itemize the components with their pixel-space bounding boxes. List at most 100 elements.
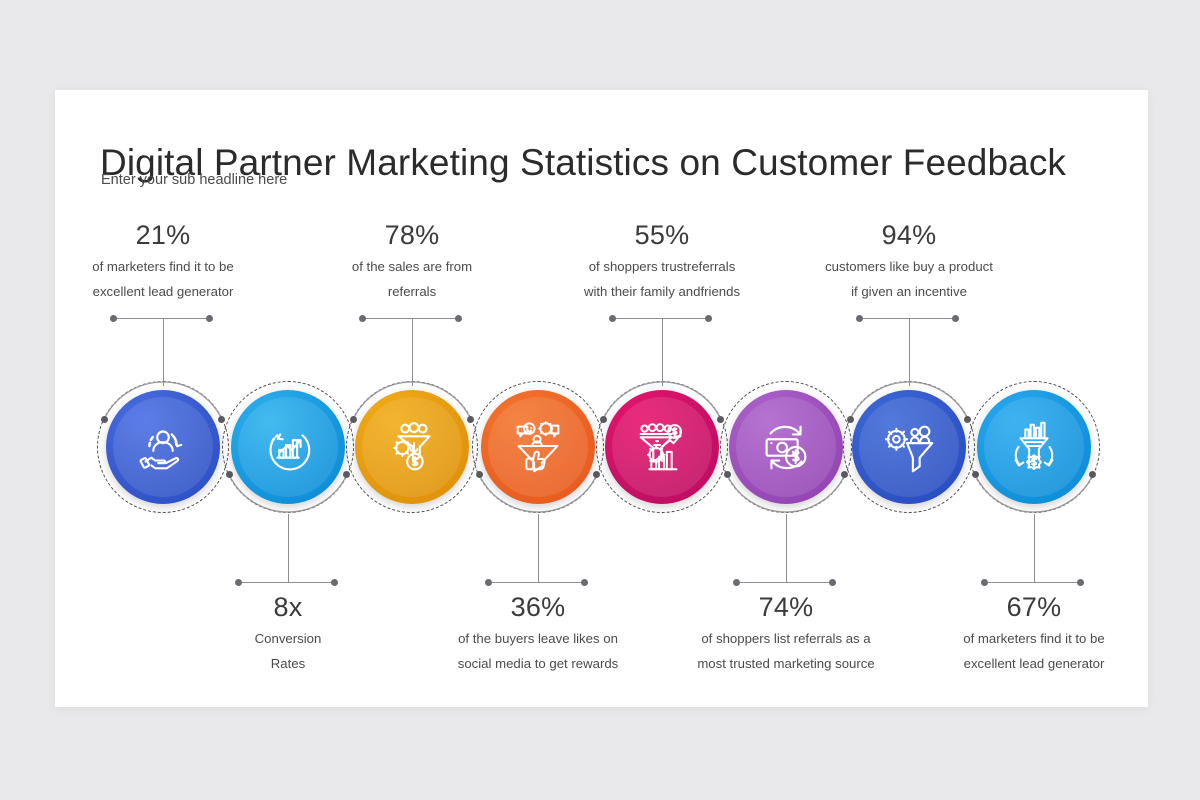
node-solid-arc-5 — [602, 381, 722, 420]
cashback-money-icon — [755, 416, 817, 478]
stat-node-3[interactable] — [346, 381, 478, 513]
connector-vertical-line-7 — [909, 318, 910, 386]
node-arc-dot-left-5 — [599, 416, 607, 424]
stat-desc-8-line-1: of marketers find it to be — [963, 631, 1105, 646]
connector-dot-right-4 — [581, 579, 588, 586]
stat-node-2[interactable] — [222, 381, 354, 513]
node-solid-arc-7 — [849, 381, 969, 420]
node-disc-1[interactable] — [106, 390, 220, 504]
connector-dot-right-7 — [952, 315, 959, 322]
node-disc-8[interactable] — [977, 390, 1091, 504]
node-disc-4[interactable] — [481, 390, 595, 504]
connector-vertical-line-2 — [288, 514, 289, 582]
connector-vertical-line-4 — [538, 514, 539, 582]
connector-dot-right-8 — [1077, 579, 1084, 586]
node-disc-5[interactable] — [605, 390, 719, 504]
connector-dot-left-6 — [733, 579, 740, 586]
slide-card: Digital Partner Marketing Statistics on … — [55, 90, 1148, 707]
growth-chart-icon — [257, 416, 319, 478]
stat-value-4: 36% — [510, 592, 566, 622]
stat-node-6[interactable] — [720, 381, 852, 513]
stat-value-6: 74% — [758, 592, 814, 622]
node-arc-dot-right-3 — [467, 416, 475, 424]
node-disc-3[interactable] — [355, 390, 469, 504]
page-subtitle: Enter your sub headline here — [101, 172, 288, 188]
connector-8 — [974, 514, 1094, 586]
stat-desc-5-line-1: of shoppers trustreferrals — [588, 259, 736, 274]
stat-block-6: 74% of shoppers list referrals as a most t… — [671, 590, 901, 676]
node-arc-dot-left-3 — [349, 416, 357, 424]
node-arc-dot-right-4 — [475, 470, 483, 478]
stat-desc-4-line-1: of the buyers leave likes on — [458, 631, 618, 646]
stat-node-7[interactable] — [843, 381, 975, 513]
node-disc-7[interactable] — [852, 390, 966, 504]
stat-block-3: 78% of the sales are from referrals — [297, 218, 527, 304]
stat-node-5[interactable] — [596, 381, 728, 513]
connector-horizontal-line-4 — [488, 582, 588, 583]
node-arc-dot-right-1 — [218, 416, 226, 424]
stat-desc-1-line-2: excellent lead generator — [92, 284, 234, 299]
referral-funnel-chart-icon — [631, 416, 693, 478]
node-arc-dot-left-6 — [841, 470, 849, 478]
stat-desc-1-line-1: of marketers find it to be — [92, 259, 234, 274]
page-title: Digital Partner Marketing Statistics on … — [100, 141, 1067, 183]
connector-vertical-line-5 — [662, 318, 663, 386]
connector-dot-left-5 — [609, 315, 616, 322]
node-solid-arc-2 — [228, 474, 348, 513]
stat-desc-7-line-1: customers like buy a product — [825, 259, 993, 274]
connector-3 — [352, 315, 472, 388]
connector-2 — [228, 514, 348, 586]
connector-vertical-line-1 — [163, 318, 164, 386]
stat-block-8: 67% of marketers find it to be excellent l… — [919, 590, 1149, 676]
connector-4 — [478, 514, 598, 586]
node-arc-dot-left-8 — [1089, 470, 1097, 478]
connector-dot-right-5 — [705, 315, 712, 322]
stat-desc-2-line-1: Conversion — [254, 631, 322, 646]
stat-desc-6-line-2: most trusted marketing source — [697, 656, 875, 671]
stat-value-7: 94% — [881, 220, 937, 250]
connector-5 — [602, 315, 722, 388]
connector-vertical-line-3 — [412, 318, 413, 386]
stat-desc-5-line-2: with their family andfriends — [583, 284, 741, 299]
stat-desc-3-line-2: referrals — [387, 284, 437, 299]
stat-desc-2-line-2: Rates — [270, 656, 306, 671]
connector-horizontal-line-6 — [736, 582, 836, 583]
node-arc-dot-left-7 — [846, 416, 854, 424]
connector-horizontal-line-2 — [238, 582, 338, 583]
stat-node-4[interactable] — [472, 381, 604, 513]
connector-dot-right-1 — [206, 315, 213, 322]
stat-block-2: 8x Conversion Rates — [173, 590, 403, 676]
connector-dot-left-7 — [856, 315, 863, 322]
node-solid-arc-1 — [103, 381, 223, 420]
node-solid-arc-8 — [974, 474, 1094, 513]
connector-6 — [726, 514, 846, 586]
node-arc-dot-right-6 — [723, 470, 731, 478]
stat-node-1[interactable] — [97, 381, 229, 513]
infographic-chart: 21% of marketers find it to be excellent l… — [55, 90, 1148, 707]
stat-block-1: 21% of marketers find it to be excellent l… — [48, 218, 278, 304]
stat-value-2: 8x — [273, 592, 303, 622]
connector-dot-left-1 — [110, 315, 117, 322]
stat-value-1: 21% — [135, 220, 191, 250]
stat-value-8: 67% — [1006, 592, 1062, 622]
node-solid-arc-6 — [726, 474, 846, 513]
connector-7 — [849, 315, 969, 388]
stat-desc-8-line-2: excellent lead generator — [963, 656, 1105, 671]
stat-node-8[interactable] — [968, 381, 1100, 513]
connector-dot-left-4 — [485, 579, 492, 586]
node-arc-dot-left-4 — [593, 470, 601, 478]
customer-retention-icon — [132, 416, 194, 478]
connector-dot-right-2 — [331, 579, 338, 586]
node-arc-dot-right-7 — [964, 416, 972, 424]
node-disc-6[interactable] — [729, 390, 843, 504]
stat-desc-4-line-2: social media to get rewards — [457, 656, 619, 671]
node-arc-dot-right-5 — [717, 416, 725, 424]
stat-block-7: 94% customers like buy a product if given … — [794, 218, 1024, 304]
connector-dot-right-6 — [829, 579, 836, 586]
connector-dot-right-3 — [455, 315, 462, 322]
node-disc-2[interactable] — [231, 390, 345, 504]
node-solid-arc-4 — [478, 474, 598, 513]
stat-block-4: 36% of the buyers leave likes on social me… — [423, 590, 653, 676]
feedback-funnel-icon — [507, 416, 569, 478]
node-arc-dot-right-8 — [971, 470, 979, 478]
